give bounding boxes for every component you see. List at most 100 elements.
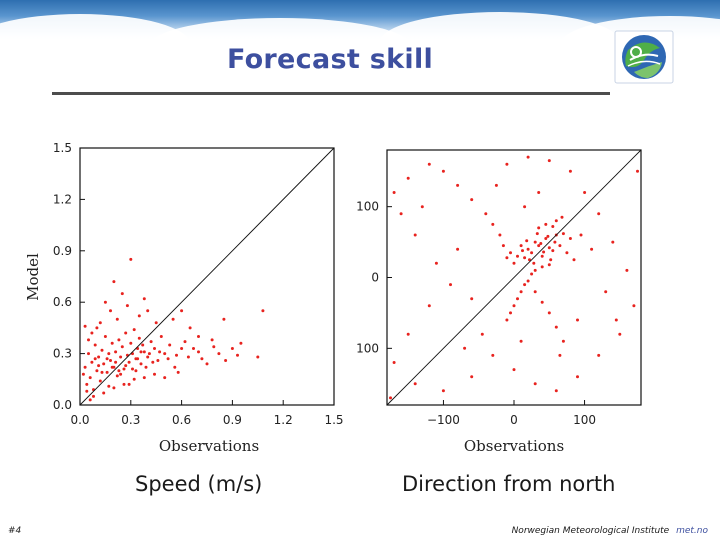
speed-point-71 [142, 376, 146, 380]
speed-point-33 [137, 336, 141, 340]
speed-point-0 [81, 372, 85, 376]
speed-point-108 [183, 340, 187, 344]
slide-title: Forecast skill [226, 44, 434, 75]
speed-point-14 [105, 370, 109, 374]
direction-point-3 [537, 244, 541, 248]
direction-point-25 [521, 249, 524, 253]
direction-point-16 [546, 234, 550, 238]
speed-y-tick-label-1: 0.3 [53, 347, 72, 361]
speed-point-112 [224, 359, 228, 362]
speed-x-tick-label-3: 0.9 [223, 413, 242, 427]
speed-x-tick-label-1: 0.3 [121, 413, 140, 427]
speed-point-9 [97, 355, 101, 359]
direction-point-85 [505, 162, 509, 166]
speed-point-62 [171, 317, 175, 321]
direction-point-52 [491, 222, 495, 226]
direction-point-11 [516, 254, 519, 258]
speed-point-22 [119, 355, 123, 359]
direction-point-91 [456, 247, 460, 251]
direction-point-19 [558, 244, 562, 248]
speed-y-tick-label-5: 1.5 [53, 141, 72, 155]
speed-ticks: 0.0 0.3 0.6 0.9 1.2 1.5 0.0 0.3 0.6 0.9 1.2 1.5 [53, 141, 344, 427]
speed-point-36 [142, 350, 146, 354]
direction-point-60 [399, 212, 403, 216]
direction-point-84 [526, 155, 530, 159]
direction-point-42 [516, 297, 519, 301]
speed-point-97 [117, 369, 121, 373]
speed-point-95 [110, 365, 114, 369]
speed-point-111 [212, 345, 216, 349]
direction-point-23 [525, 239, 529, 243]
speed-x-tick-label-4: 1.2 [274, 413, 293, 427]
speed-point-47 [197, 350, 200, 354]
speed-point-56 [95, 326, 99, 330]
direction-point-48 [547, 311, 551, 315]
speed-x-tick-label-0: 0.0 [70, 413, 89, 427]
direction-point-70 [491, 353, 495, 357]
direction-point-22 [568, 237, 572, 240]
speed-point-39 [153, 347, 156, 350]
direction-point-53 [484, 212, 488, 216]
speed-point-103 [147, 352, 151, 356]
speed-point-34 [139, 362, 143, 366]
direction-point-46 [533, 290, 537, 294]
speed-y-tick-label-4: 1.2 [53, 192, 72, 206]
speed-point-25 [124, 331, 128, 335]
direction-point-0 [526, 247, 530, 251]
speed-y-tick-label-3: 0.9 [53, 244, 72, 258]
direction-point-73 [554, 389, 558, 393]
direction-point-30 [537, 226, 541, 230]
direction-point-33 [554, 219, 558, 223]
speed-point-106 [166, 357, 170, 361]
speed-point-21 [117, 338, 121, 342]
footer-institute: Norwegian Meteorological Institute [511, 526, 670, 536]
speed-point-28 [129, 341, 133, 345]
direction-point-78 [625, 268, 629, 272]
speed-x-tick-label-2: 0.6 [172, 413, 191, 427]
speed-point-60 [112, 280, 116, 284]
direction-point-5 [544, 237, 548, 240]
met-logo-icon [614, 30, 674, 84]
direction-ticks: −100 0 100 100 0 100 [356, 200, 596, 427]
speed-point-40 [156, 359, 160, 362]
speed-point-15 [107, 352, 111, 356]
direction-point-55 [456, 183, 460, 187]
speed-point-51 [98, 321, 102, 325]
direction-point-6 [547, 246, 551, 250]
speed-point-53 [115, 317, 119, 321]
speed-point-30 [132, 328, 136, 332]
direction-point-49 [554, 325, 558, 329]
direction-point-32 [551, 225, 555, 228]
speed-points [81, 257, 265, 402]
direction-point-36 [540, 265, 544, 269]
speed-point-35 [141, 343, 145, 347]
footer-brand-link[interactable]: met.no [676, 526, 708, 536]
direction-point-71 [512, 368, 516, 372]
direction-point-7 [551, 249, 555, 253]
speed-point-100 [136, 357, 140, 361]
direction-y-tick-label-2: 100 [356, 200, 379, 214]
speed-point-48 [205, 362, 209, 366]
speed-point-107 [175, 353, 178, 357]
direction-point-92 [470, 297, 474, 301]
speed-y-tick-label-2: 0.6 [53, 295, 72, 309]
speed-point-54 [103, 300, 107, 304]
speed-point-41 [159, 335, 163, 338]
direction-point-100 [389, 396, 392, 400]
direction-point-35 [533, 268, 537, 272]
speed-point-75 [87, 338, 90, 342]
direction-point-38 [530, 272, 534, 276]
speed-point-64 [142, 297, 146, 301]
speed-point-42 [163, 352, 167, 356]
speed-point-96 [114, 360, 118, 364]
speed-point-110 [200, 357, 204, 361]
direction-point-101 [576, 318, 579, 322]
speed-point-80 [180, 309, 184, 313]
direction-point-4 [540, 254, 544, 258]
direction-point-9 [523, 256, 527, 260]
direction-points [389, 155, 639, 400]
speed-point-83 [239, 341, 243, 345]
speed-scatter-plot: 0.0 0.3 0.6 0.9 1.2 1.5 0.0 0.3 0.6 0.9 1.2 1.5 Obs… [24, 141, 344, 455]
direction-point-96 [494, 183, 498, 187]
direction-scatter-plot: −100 0 100 100 0 100 Observations [356, 149, 642, 455]
